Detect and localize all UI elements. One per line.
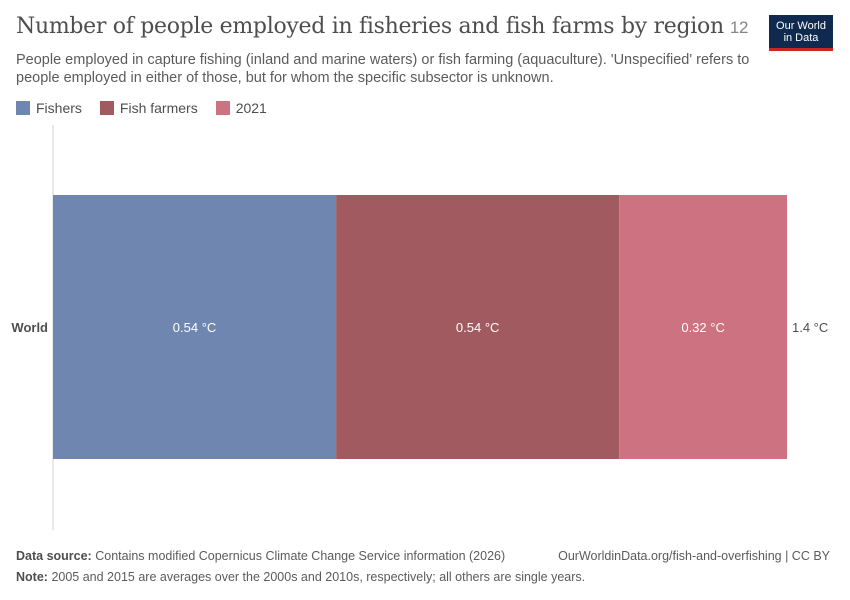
legend-swatch: [215, 101, 230, 115]
legend-label: Fishers: [36, 100, 82, 116]
data-label: 0.54 °C: [173, 320, 217, 335]
bar-segment-fish-farmers[interactable]: [336, 195, 620, 459]
data-label: 0.54 °C: [456, 320, 500, 335]
owid-logo[interactable]: Our World in Data: [769, 15, 833, 51]
note-text: 2005 and 2015 are averages over the 2000…: [51, 570, 586, 584]
legend-swatch: [99, 101, 114, 115]
total-label: 1.4 °C: [792, 320, 828, 335]
title-badge[interactable]: 12: [729, 18, 749, 37]
bar-segment-2021[interactable]: [619, 195, 787, 459]
legend-label: 2021: [235, 100, 267, 116]
legend-label: Fish farmers: [119, 100, 198, 116]
source-url[interactable]: OurWorldinData.org/fish-and-overfishing …: [558, 549, 830, 563]
bar-segment-fishers[interactable]: [53, 195, 337, 459]
chart-subtitle: People employed in capture fishing (inla…: [16, 52, 750, 86]
note-label: Note:: [16, 570, 48, 584]
legend-item-2021[interactable]: 2021: [215, 100, 267, 116]
data-source: Data source: Contains modified Copernicu…: [16, 549, 505, 563]
legend-item-fish-farmers[interactable]: Fish farmers: [99, 100, 198, 116]
logo-line-2: in Data: [783, 32, 819, 44]
chart-title-text: Number of people employed in fisheries a…: [16, 14, 724, 39]
legend-item-fishers[interactable]: Fishers: [16, 100, 82, 116]
category-label: World: [11, 320, 48, 335]
data-label: 0.32 °C: [681, 320, 725, 335]
legend-swatch: [16, 101, 30, 115]
data-source-label: Data source:: [16, 549, 92, 563]
chart-title: Number of people employed in fisheries a…: [16, 14, 748, 39]
legend: Fishers Fish farmers 2021: [16, 100, 267, 116]
chart-note: Note: 2005 and 2015 are averages over th…: [16, 570, 585, 584]
logo-line-1: Our World: [776, 20, 826, 32]
data-source-text[interactable]: Contains modified Copernicus Climate Cha…: [95, 549, 506, 563]
